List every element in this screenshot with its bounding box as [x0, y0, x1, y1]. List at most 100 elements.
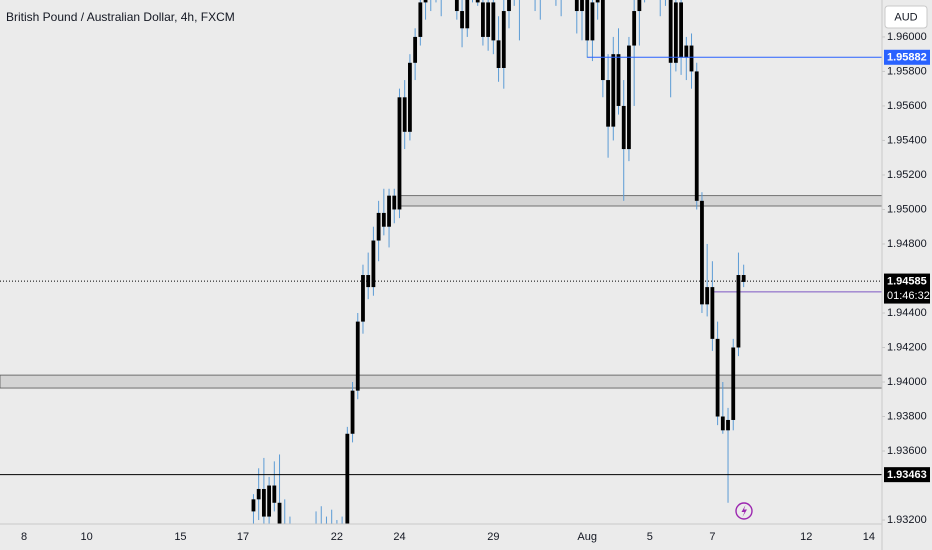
candle-body — [705, 287, 710, 305]
alert-icon[interactable] — [735, 502, 753, 520]
x-tick-label: 7 — [709, 531, 715, 543]
alert-circle[interactable] — [735, 502, 753, 520]
x-tick-label: 12 — [800, 531, 812, 543]
y-tick-label: 1.95000 — [887, 203, 927, 215]
candle-body — [392, 195, 397, 210]
candle-body — [726, 419, 730, 431]
candle-body — [600, 0, 605, 81]
y-tick-label: 1.94000 — [887, 376, 927, 388]
candle-body — [731, 347, 736, 420]
candle-body — [496, 40, 501, 68]
candle-body — [632, 11, 637, 46]
x-tick-label: Aug — [577, 531, 597, 543]
y-tick-label: 1.93600 — [887, 445, 927, 457]
candle-body — [251, 499, 256, 512]
price-tag-label: 1.94585 — [887, 275, 927, 287]
y-tick-label: 1.94400 — [887, 307, 927, 319]
countdown-label: 01:46:32 — [887, 290, 930, 302]
x-tick-label: 15 — [174, 531, 186, 543]
candle-body — [491, 2, 496, 41]
price-tag-label: 1.93463 — [887, 469, 927, 481]
candle-body — [277, 502, 282, 524]
x-tick-label: 29 — [487, 531, 499, 543]
currency-label[interactable]: AUD — [894, 11, 917, 23]
candle-body — [381, 212, 386, 227]
x-tick-label: 5 — [647, 531, 653, 543]
candle-body — [454, 0, 459, 12]
candle-body — [355, 321, 360, 391]
candle-body — [700, 200, 704, 305]
x-tick-label: 24 — [393, 531, 405, 543]
chart-title: British Pound / Australian Dollar, 4h, F… — [6, 10, 235, 24]
candle-body — [616, 54, 621, 106]
candle-body — [256, 488, 261, 500]
y-tick-label: 1.95200 — [887, 169, 927, 181]
price-tag — [884, 273, 930, 304]
candle-body — [684, 45, 689, 58]
candle-body — [387, 195, 391, 227]
candle-body — [501, 11, 506, 68]
y-tick-label: 1.93800 — [887, 410, 927, 422]
candle-body — [741, 275, 746, 282]
candle-body — [507, 0, 511, 12]
candle-body — [606, 80, 610, 127]
candle-body — [366, 275, 371, 288]
candle-body — [637, 0, 642, 12]
y-tick-label: 1.94200 — [887, 341, 927, 353]
zone — [0, 374, 882, 389]
candle-body — [621, 105, 626, 150]
alert-bolt[interactable] — [741, 505, 748, 517]
candle-body — [413, 36, 418, 63]
y-tick-label: 1.95600 — [887, 100, 927, 112]
candle-body — [408, 62, 412, 132]
candle-body — [590, 2, 595, 41]
candle-body — [350, 390, 355, 434]
candle-body — [267, 485, 272, 517]
y-tick-label: 1.94800 — [887, 238, 927, 250]
candle-body — [580, 0, 584, 12]
x-tick-label: 10 — [80, 531, 92, 543]
candle-body — [679, 2, 683, 58]
plot-area — [0, 0, 882, 524]
candle-body — [710, 287, 715, 339]
x-tick-label: 22 — [331, 531, 343, 543]
candle-body — [423, 0, 428, 3]
zone — [399, 195, 882, 207]
candle-body — [720, 416, 725, 431]
candle-body — [611, 54, 616, 127]
y-tick-label: 1.95400 — [887, 134, 927, 146]
candle-body — [627, 45, 631, 150]
candle-body — [689, 45, 694, 72]
price-tag — [884, 467, 930, 483]
x-tick-label: 14 — [863, 531, 875, 543]
candle-body — [715, 338, 720, 417]
x-tick-label: 17 — [237, 531, 249, 543]
candle-body — [694, 71, 699, 201]
y-tick-label: 1.96000 — [887, 31, 927, 43]
candle-body — [574, 0, 579, 12]
price-tag — [884, 49, 930, 65]
candle-body — [475, 0, 480, 3]
candle-body — [481, 2, 485, 37]
candle-body — [376, 212, 381, 241]
candle-body — [673, 2, 678, 63]
candle-body — [397, 97, 402, 210]
candle-body — [585, 0, 590, 41]
candle-body — [486, 2, 491, 37]
candle-body — [460, 11, 464, 29]
currency-box[interactable] — [884, 5, 928, 29]
candle-body — [272, 485, 277, 503]
candle-body — [465, 0, 470, 29]
candle-body — [261, 488, 266, 517]
candle-body — [736, 275, 741, 348]
y-tick-label: 1.95800 — [887, 65, 927, 77]
candle-body — [371, 240, 376, 288]
candle-body — [418, 2, 423, 37]
candle-body — [402, 97, 407, 132]
candle-body — [595, 0, 600, 3]
x-tick-label: 8 — [21, 531, 27, 543]
candle-body — [345, 433, 350, 524]
